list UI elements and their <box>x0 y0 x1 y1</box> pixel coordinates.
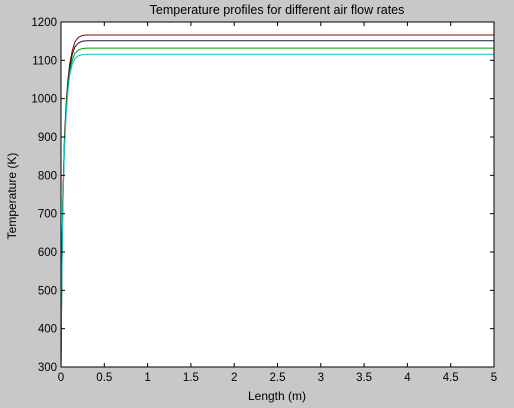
x-tick-label-7: 3.5 <box>356 372 372 384</box>
x-tick-label-9: 4.5 <box>443 372 459 384</box>
y-tick-label-0: 300 <box>38 362 57 374</box>
plot-frame <box>60 21 495 368</box>
x-tick-label-5: 2.5 <box>270 372 286 384</box>
y-tick-label-1: 400 <box>38 324 57 336</box>
y-tick-label-5: 800 <box>38 170 57 182</box>
y-tick-label-6: 900 <box>38 132 57 144</box>
x-tick-label-2: 1 <box>144 372 150 384</box>
x-tick-label-1: 0.5 <box>96 372 112 384</box>
plot-area <box>61 22 494 367</box>
x-tick-label-8: 4 <box>404 372 411 384</box>
x-tick-label-0: 0 <box>58 372 64 384</box>
x-tick-label-6: 3 <box>318 372 324 384</box>
y-tick-label-2: 500 <box>38 285 57 297</box>
x-tick-label-4: 2 <box>231 372 237 384</box>
y-tick-label-4: 700 <box>38 209 57 221</box>
y-tick-label-8: 1100 <box>32 55 57 67</box>
x-axis-label: Length (m) <box>248 389 306 403</box>
ticks-layer: 0 0.5 1 1.5 2 2.5 3 3.5 4 4.5 5 300 400 500 600 700 800 9… <box>31 17 497 384</box>
series-layer <box>60 34 494 368</box>
y-tick-label-7: 1000 <box>31 94 57 106</box>
chart-title: Temperature profiles for different air f… <box>150 3 405 17</box>
x-tick-label-10: 5 <box>491 372 497 384</box>
y-tick-label-3: 600 <box>38 247 57 259</box>
series-line-4 <box>60 53 494 368</box>
y-tick-label-9: 1200 <box>31 17 57 29</box>
y-axis-label: Temperature (K) <box>5 153 19 240</box>
x-tick-label-3: 1.5 <box>183 372 199 384</box>
